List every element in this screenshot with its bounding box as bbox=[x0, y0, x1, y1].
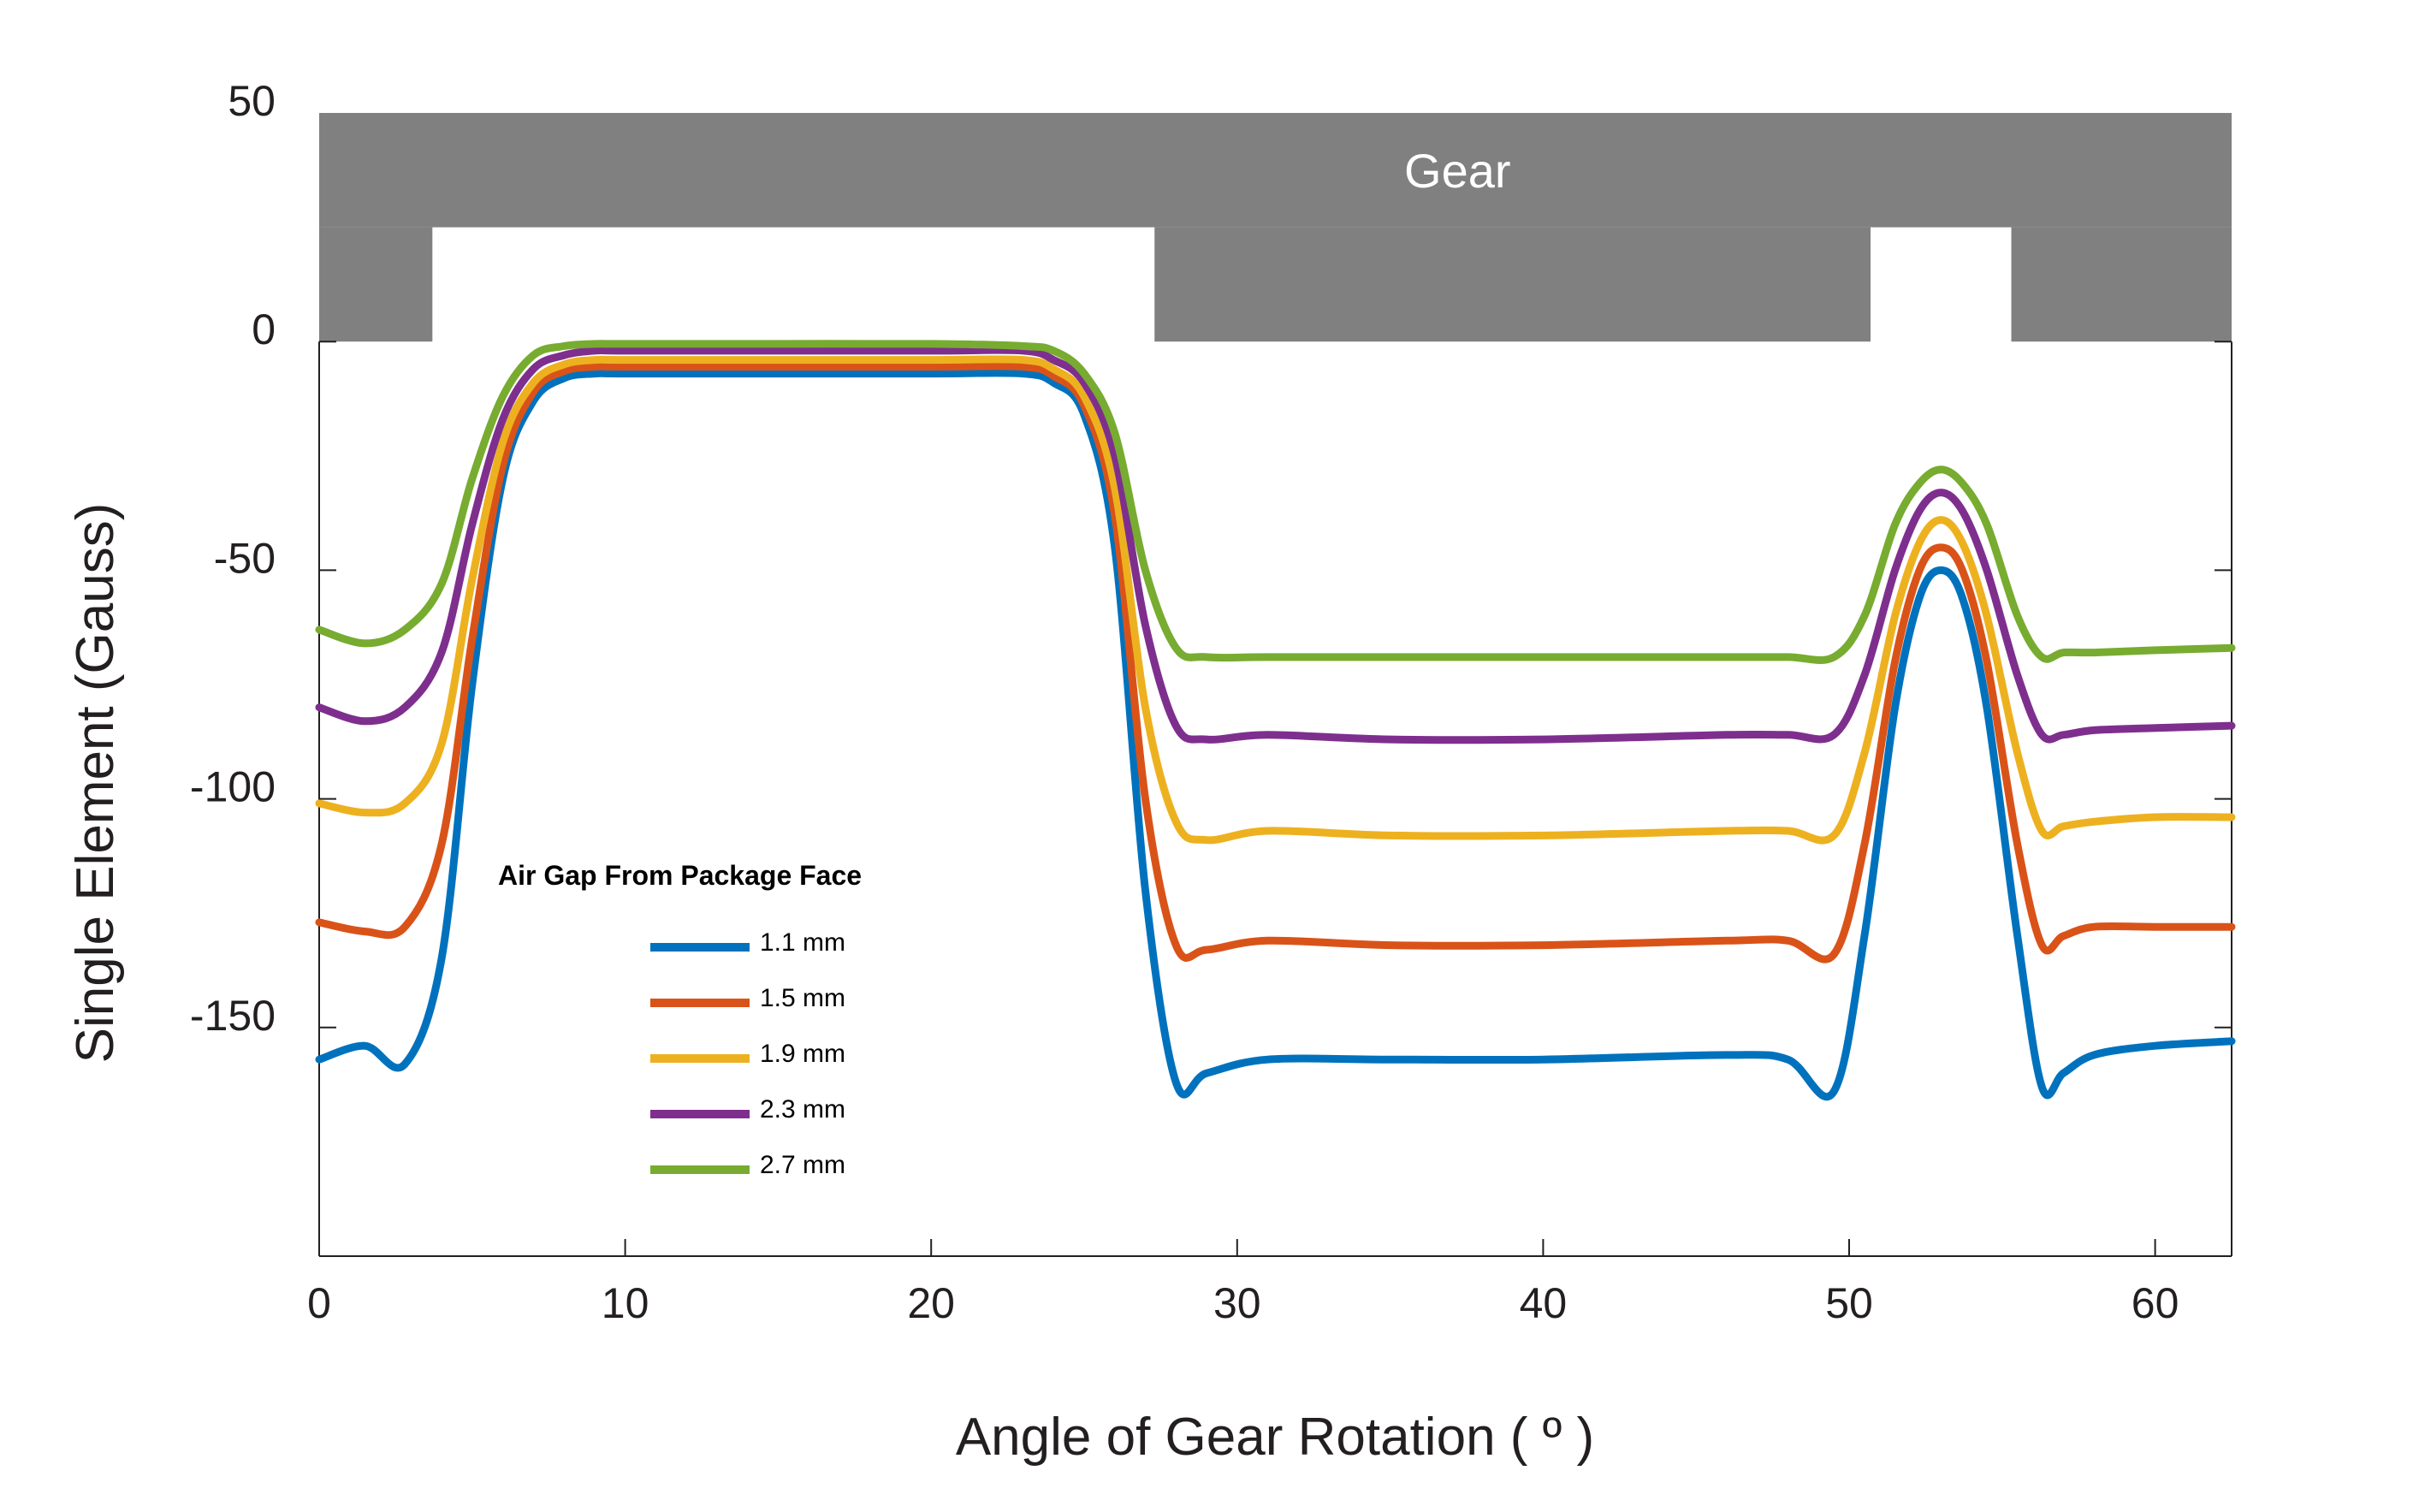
series-line bbox=[315, 346, 2236, 744]
gear-tooth bbox=[1154, 227, 1871, 342]
gear-tooth bbox=[2011, 227, 2232, 342]
gear-profile bbox=[319, 113, 2232, 342]
legend-label: 1.1 mm bbox=[760, 928, 845, 957]
y-tick-label: -100 bbox=[190, 763, 276, 811]
series-line bbox=[315, 362, 2236, 964]
gear-label: Gear bbox=[1404, 144, 1511, 198]
legend-label: 1.9 mm bbox=[760, 1040, 845, 1068]
legend-title: Air Gap From Package Face bbox=[498, 860, 862, 891]
x-axis-title: Angle of Gear Rotation ( º ) bbox=[956, 1408, 1594, 1467]
y-axis-title: Single Element (Gauss) bbox=[66, 503, 125, 1064]
series-line bbox=[315, 355, 2236, 845]
y-tick-label: 0 bbox=[252, 305, 276, 353]
legend-label: 1.5 mm bbox=[760, 984, 845, 1012]
tick-labels: 0 10 20 30 40 50 60 50 0 -50 -100 -150 bbox=[190, 77, 2179, 1327]
x-tick-label: 20 bbox=[907, 1279, 955, 1327]
x-tick-label: 10 bbox=[602, 1279, 649, 1327]
legend-label: 2.3 mm bbox=[760, 1095, 845, 1124]
axes bbox=[318, 341, 2232, 1257]
y-tick-label: -150 bbox=[190, 992, 276, 1040]
gear-tooth bbox=[319, 227, 433, 342]
series-line bbox=[315, 340, 2236, 664]
x-tick-label: 60 bbox=[2132, 1279, 2179, 1327]
x-tick-label: 0 bbox=[307, 1279, 331, 1327]
y-tick-label: -50 bbox=[214, 534, 276, 582]
x-tick-label: 50 bbox=[1825, 1279, 1873, 1327]
series-line bbox=[315, 369, 2236, 1101]
y-tick-label: 50 bbox=[228, 77, 276, 125]
series-lines bbox=[315, 340, 2236, 1101]
x-tick-label: 30 bbox=[1213, 1279, 1261, 1327]
x-tick-label: 40 bbox=[1520, 1279, 1568, 1327]
legend-label: 2.7 mm bbox=[760, 1151, 845, 1179]
gear-body bbox=[319, 113, 2232, 228]
legend: 1.1 mm 1.5 mm 1.9 mm 2.3 mm 2.7 mm bbox=[650, 928, 845, 1179]
